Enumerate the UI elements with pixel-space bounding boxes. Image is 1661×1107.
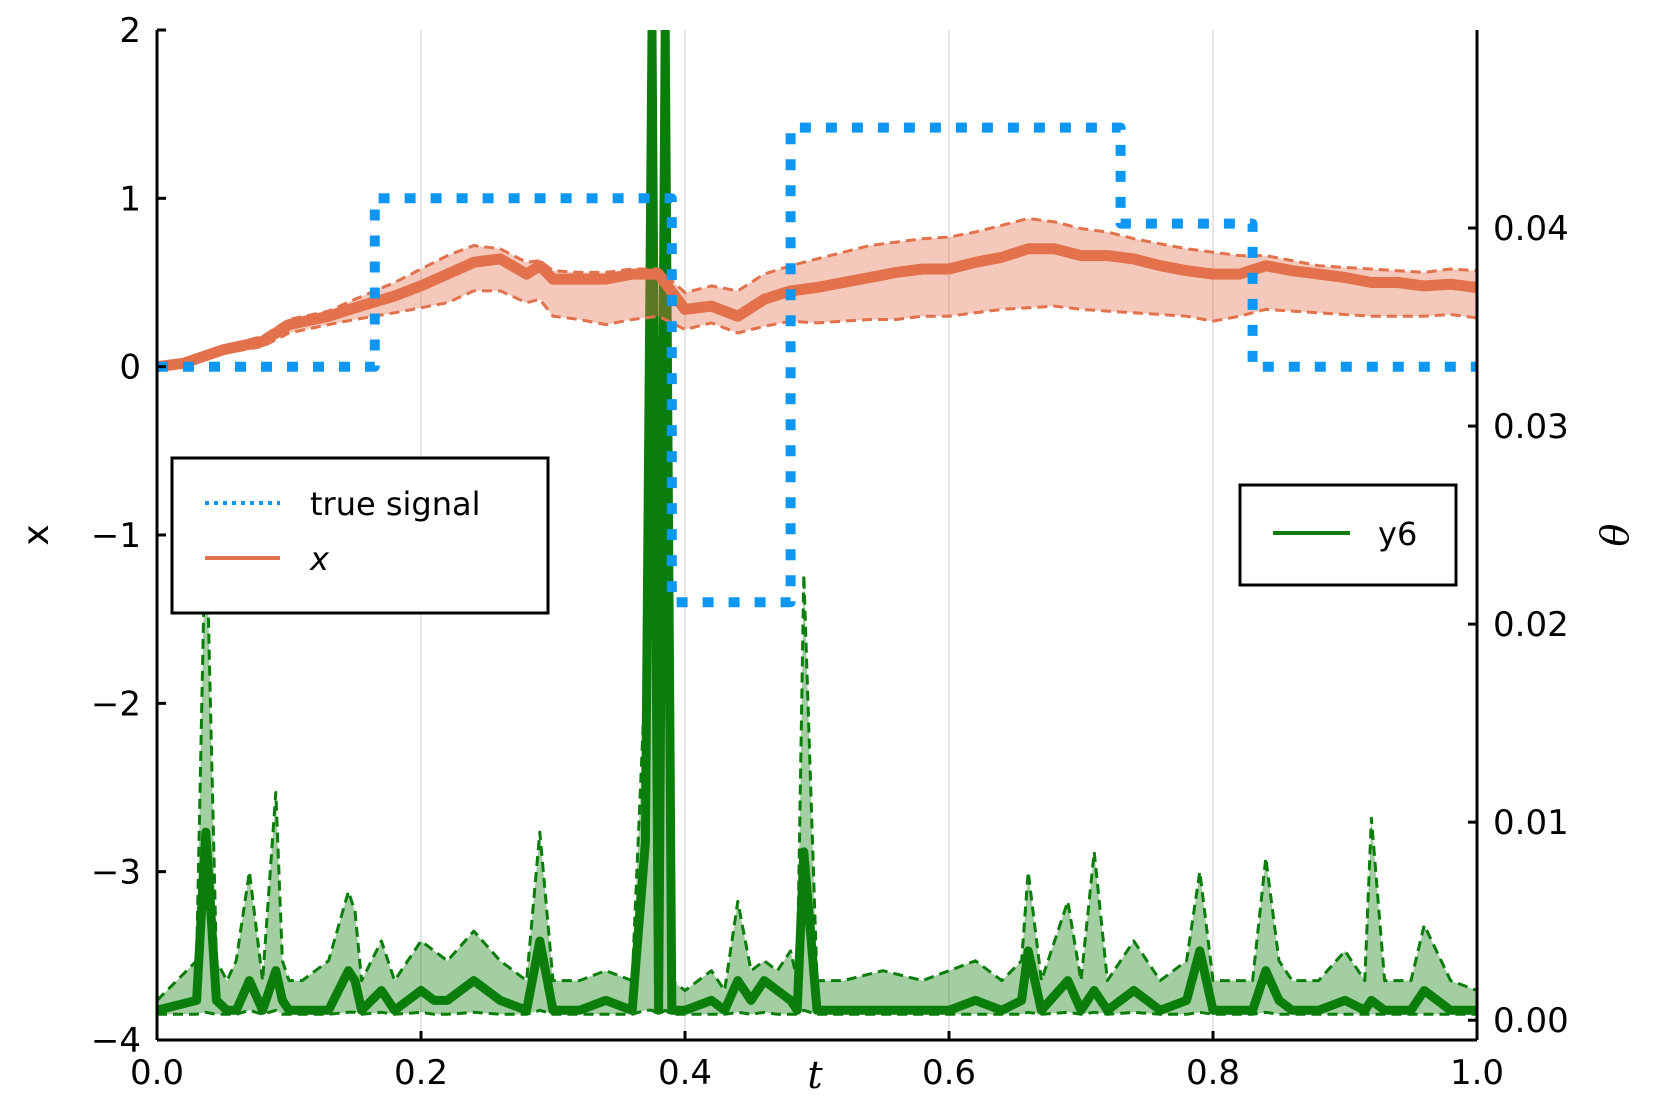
y-left-axis-label: x	[16, 524, 57, 545]
plot-area	[157, 30, 1477, 1016]
y-left-tick-label: −2	[91, 684, 141, 724]
x-tick-label: 1.0	[1450, 1053, 1504, 1093]
y-left-tick-label: −4	[91, 1021, 141, 1061]
legend-y6-label: y6	[1378, 515, 1417, 553]
series-x-band-lower	[157, 289, 1477, 369]
y-left-tick-label: 0	[119, 348, 141, 388]
legend-x-label: x	[309, 540, 330, 578]
series-x-line	[157, 243, 1477, 373]
grid	[420, 30, 1214, 1040]
legend-left-box	[170, 456, 550, 615]
y-right-axis-label: θ	[1593, 523, 1637, 546]
y-right-tick-label: 0.02	[1493, 605, 1569, 645]
y-right-tick-label: 0.03	[1493, 407, 1569, 447]
ticks: 0.0 0.2 0.4 0.6 0.8 1.0 −4 −3 −2 −1 0 1 2 0.00 0.01 0.0…	[91, 11, 1569, 1093]
series-x-band-upper	[157, 217, 1477, 369]
x-tick-label: 0.4	[658, 1053, 712, 1093]
series-y6-line	[157, 30, 1477, 1015]
y-left-tick-label: −1	[91, 516, 141, 556]
y-left-tick-label: 2	[119, 11, 141, 51]
y-left-tick-label: −3	[91, 853, 141, 893]
legend-true-signal-label: true signal	[310, 485, 481, 523]
x-tick-label: 0.0	[130, 1053, 184, 1093]
x-tick-label: 0.6	[922, 1053, 976, 1093]
y-left-tick-label: 1	[119, 179, 141, 219]
legend-right: y6	[1238, 483, 1458, 587]
y-right-tick-label: 0.01	[1493, 803, 1569, 843]
legend-left: true signal x	[170, 456, 550, 615]
series-true-signal-line	[157, 122, 1477, 608]
x-tick-label: 0.8	[1186, 1053, 1240, 1093]
series-y6-band-upper	[157, 30, 1477, 1002]
y-right-tick-label: 0.04	[1493, 209, 1569, 249]
x-axis-label: t	[807, 1053, 823, 1097]
y-right-tick-label: 0.00	[1493, 1001, 1569, 1041]
x-tick-label: 0.2	[394, 1053, 448, 1093]
